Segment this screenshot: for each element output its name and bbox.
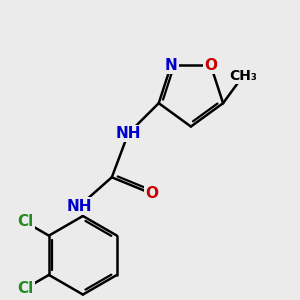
Text: CH₃: CH₃ bbox=[229, 69, 257, 83]
Text: Cl: Cl bbox=[17, 214, 33, 230]
Text: NH: NH bbox=[116, 126, 141, 141]
Text: O: O bbox=[145, 186, 158, 201]
Text: NH: NH bbox=[66, 199, 92, 214]
Text: Cl: Cl bbox=[17, 281, 33, 296]
Text: O: O bbox=[204, 58, 217, 73]
Text: N: N bbox=[165, 58, 177, 73]
